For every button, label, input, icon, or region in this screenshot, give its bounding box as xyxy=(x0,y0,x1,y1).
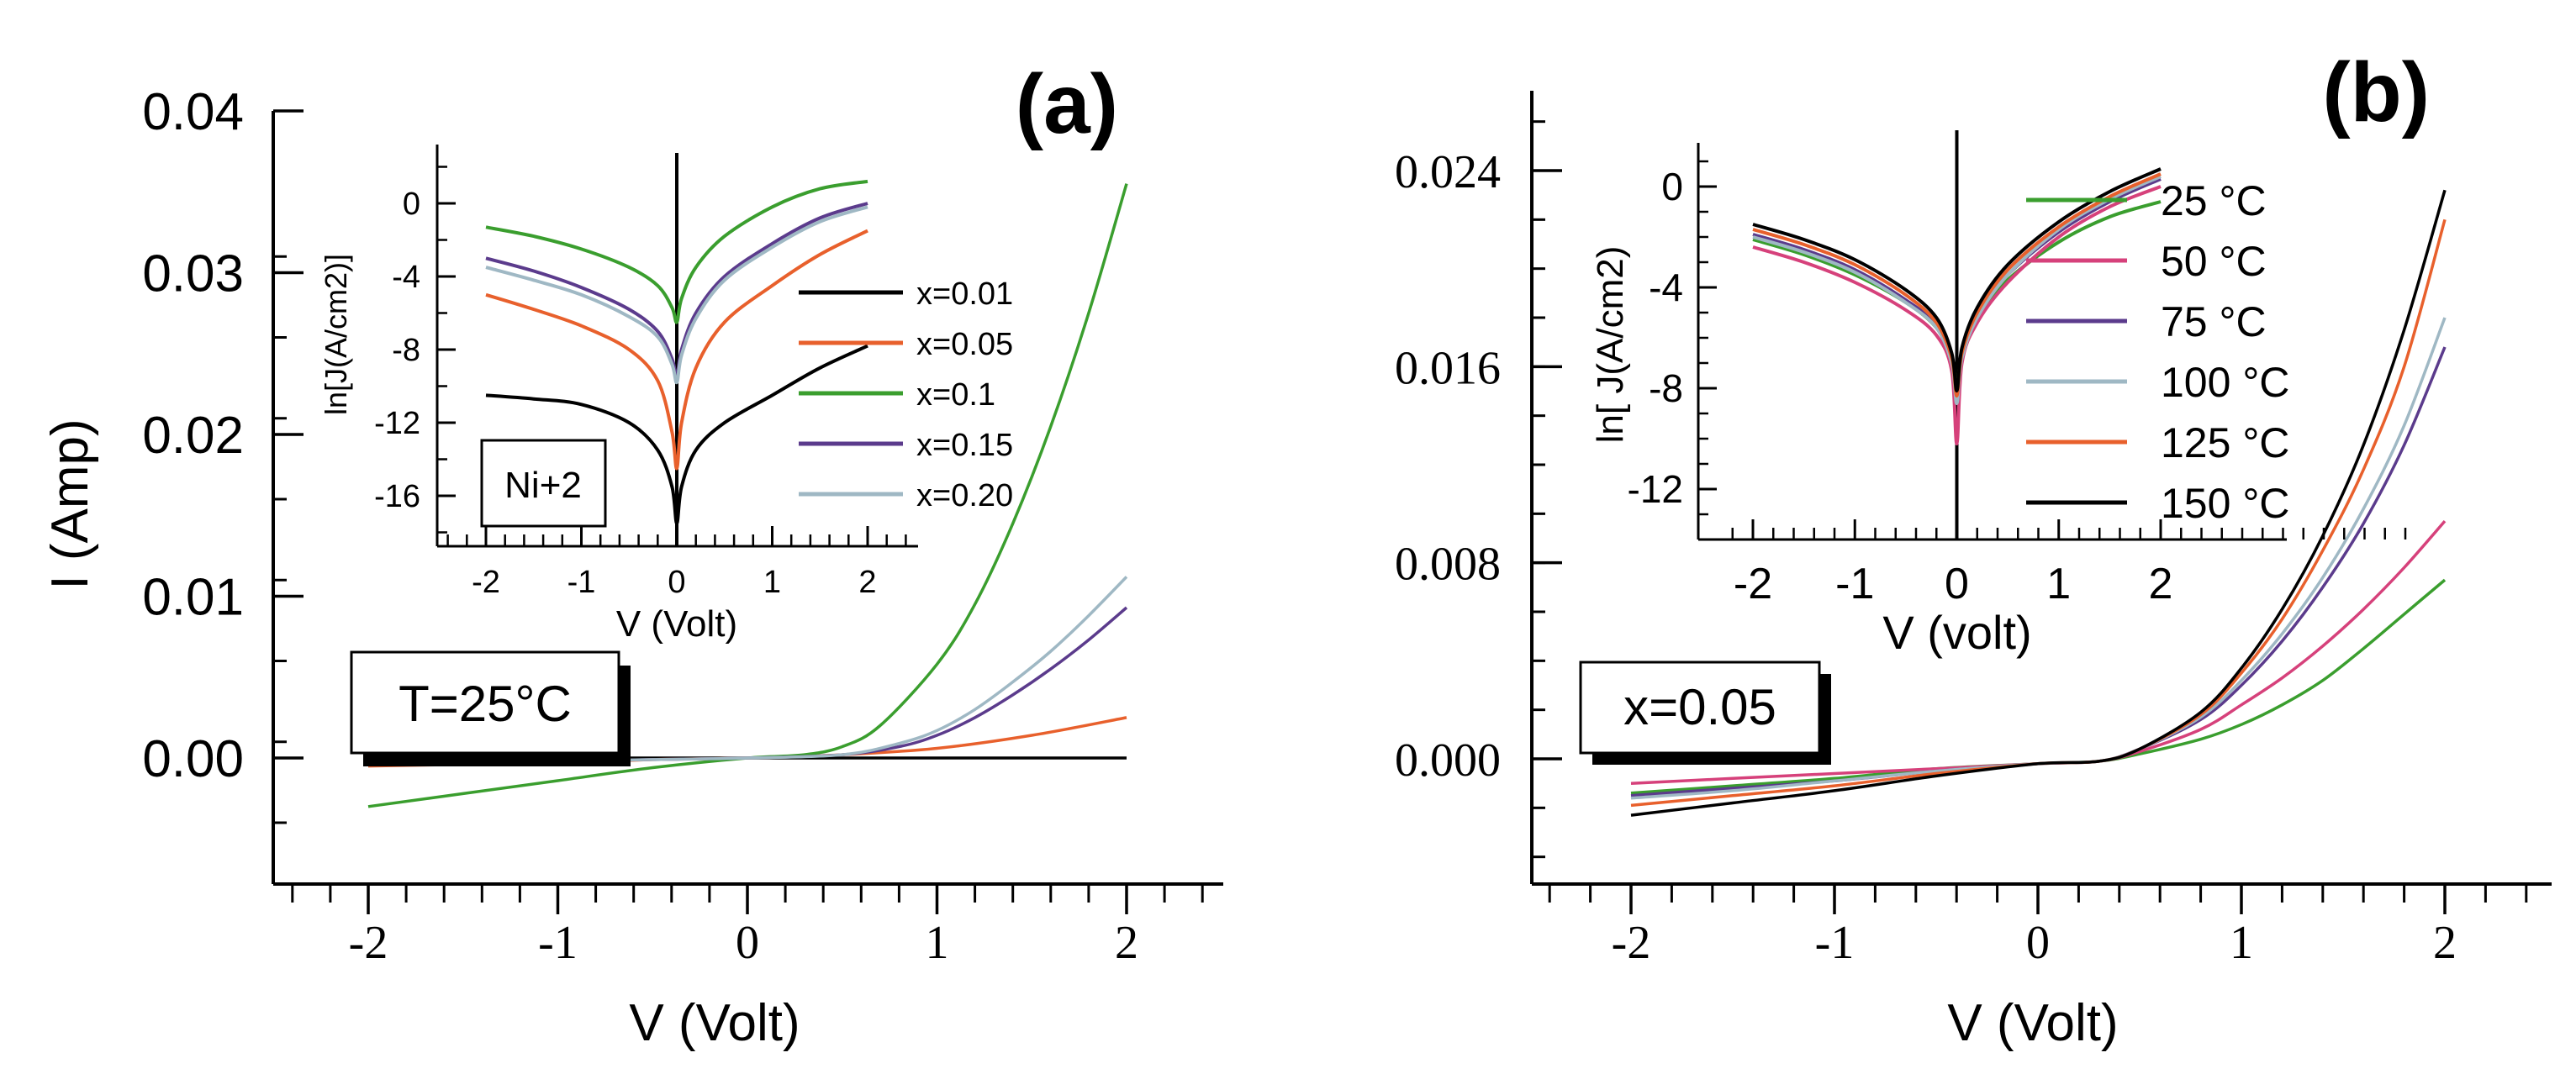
panel-b-inset-x-tick-label: -1 xyxy=(1835,560,1874,608)
panel-b-inset-y-tick-label: 0 xyxy=(1661,165,1683,208)
panel-a-inset-y-tick-label: -12 xyxy=(374,406,420,441)
panel-a-label: (a) xyxy=(1016,57,1118,151)
panel-b-x-tick-label: -2 xyxy=(1612,917,1651,969)
panel-b-x-tick-label: -1 xyxy=(1815,917,1855,969)
panel-b-inset-x-tick-label: -2 xyxy=(1734,560,1772,608)
panel-b-legend-label-3: 100 °C xyxy=(2161,359,2289,406)
panel-a-inset-y-tick-label: -4 xyxy=(392,260,420,295)
panel-b-label: (b) xyxy=(2322,45,2430,139)
panel-b-inset-x-tick-label: 0 xyxy=(1945,560,1969,608)
panel-b-inset-series-3 xyxy=(1752,175,2162,406)
panel-b-legend-label-4: 125 °C xyxy=(2161,419,2289,466)
panel-a-inset-annotation: Ni+2 xyxy=(504,465,582,506)
panel-b-y-tick-label: 0.000 xyxy=(1395,734,1501,787)
panel-b-y-tick-label: 0.016 xyxy=(1395,342,1501,394)
panel-b-legend-label-5: 150 °C xyxy=(2161,480,2289,527)
panel-a-inset-x-tick-label: 2 xyxy=(858,565,876,600)
panel-b-x-tick-label: 1 xyxy=(2230,917,2253,969)
panel-b-legend-label-1: 50 °C xyxy=(2161,238,2267,285)
panel-a-legend-label-3: x=0.15 xyxy=(916,428,1013,463)
panel-a-inset-y-axis-label: ln[J(A/cm2)] xyxy=(319,254,353,415)
panel-a-inset-annotation-box xyxy=(480,439,607,528)
panel-a-inset-x-tick-label: -1 xyxy=(567,565,596,600)
panel-a-annotation: T=25°C xyxy=(399,676,572,732)
panel-b-legend-label-0: 25 °C xyxy=(2161,177,2267,224)
panel-b-inset-x-tick-label: 1 xyxy=(2046,560,2071,608)
panel-b-inset-x-tick-label: 2 xyxy=(2149,560,2173,608)
panel-a-x-tick-label: 2 xyxy=(1115,917,1138,969)
panel-b-inset-y-tick-label: -8 xyxy=(1649,366,1683,410)
panel-b-annotation-box xyxy=(1579,661,1821,755)
panel-b-inset-y-axis-label: ln[ J(A/cm2) xyxy=(1590,246,1631,444)
panel-a-inset-x-tick-label: 0 xyxy=(668,565,685,600)
panel-b-x-axis-label: V (Volt) xyxy=(1947,994,2118,1052)
panel-b-inset: -2 -1 0 1 2 0 -4 -8 -12 V (volt) ln[ J(A/cm2) 25 °C… xyxy=(1590,130,2407,659)
panel-b-inset-x-axis-label: V (volt) xyxy=(1882,606,2031,659)
panel-a-legend-label-1: x=0.05 xyxy=(916,327,1013,362)
panel-a-legend-label-2: x=0.1 xyxy=(916,377,995,413)
panel-a-y-tick-label: 0.02 xyxy=(142,407,244,465)
panel-a-x-tick-label: 0 xyxy=(736,917,759,969)
panel-a-y-axis-label: I (Amp) xyxy=(41,418,99,589)
panel-b-inset-background xyxy=(1698,143,2287,540)
panel-b: -2 -1 0 1 2 0.000 0.008 0.016 0.024 V (Volt) (b) x=… xyxy=(1395,45,2552,1052)
panel-a-inset-x-tick-label: 1 xyxy=(763,565,781,600)
panel-a-x-tick-label: 1 xyxy=(926,917,949,969)
panel-b-inset-y-tick-label: -4 xyxy=(1649,266,1683,309)
panel-a-inset-series-1 xyxy=(485,229,868,471)
panel-a-inset-y-tick-label: 0 xyxy=(403,187,420,222)
panel-b-x-tick-label: 2 xyxy=(2433,917,2457,969)
panel-b-series-5 xyxy=(1630,189,2447,817)
panel-a-inset-x-axis-label: V (Volt) xyxy=(616,603,737,645)
panel-a-x-axis-label: V (Volt) xyxy=(629,994,800,1052)
panel-a-series-2 xyxy=(367,183,1128,808)
panel-b-annotation: x=0.05 xyxy=(1623,679,1776,735)
panel-b-x-tick-label: 0 xyxy=(2026,917,2050,969)
panel-b-series-1 xyxy=(1630,519,2447,785)
panel-a-inset-y-tick-label: -8 xyxy=(392,333,420,368)
panel-a-y-tick-label: 0.01 xyxy=(142,569,244,627)
panel-a-inset-series-4 xyxy=(485,205,868,385)
panel-a-x-tick-label: -1 xyxy=(538,917,578,969)
panel-a-x-tick-label: -2 xyxy=(349,917,388,969)
panel-a-y-tick-label: 0.04 xyxy=(142,83,244,141)
panel-b-y-tick-label: 0.008 xyxy=(1395,539,1501,591)
panel-a-inset-x-tick-label: -2 xyxy=(472,565,500,600)
panel-a-legend-label-4: x=0.20 xyxy=(916,478,1013,513)
panel-b-legend: 25 °C 50 °C 75 °C 100 °C 125 °C 150 °C xyxy=(2026,177,2289,527)
panel-b-inset-series-5 xyxy=(1752,167,2162,393)
panel-b-y-tick-label: 0.024 xyxy=(1395,146,1501,198)
panel-b-inset-y-tick-label: -12 xyxy=(1628,467,1683,511)
panel-a: -2 -1 0 1 2 0.00 0.01 0.02 0.03 0.04 V (Volt) I (Am… xyxy=(41,57,1223,1052)
panel-a-legend: x=0.01 x=0.05 x=0.1 x=0.15 x=0.20 xyxy=(799,276,1013,513)
panel-a-legend-label-0: x=0.01 xyxy=(916,276,1013,312)
panel-b-inset-series-1 xyxy=(1752,185,2162,446)
panel-a-y-tick-label: 0.00 xyxy=(142,730,244,788)
panel-a-annotation-box xyxy=(350,650,620,755)
panel-a-inset-series-0 xyxy=(485,344,868,525)
panel-b-inset-series-4 xyxy=(1752,172,2162,398)
panel-a-y-tick-label: 0.03 xyxy=(142,245,244,303)
panel-b-legend-label-2: 75 °C xyxy=(2161,298,2267,345)
panel-a-inset: -2 -1 0 1 2 0 -4 -8 -12 -16 V (Volt) ln[J(A/cm2)] Ni… xyxy=(319,145,1013,645)
panel-a-inset-y-tick-label: -16 xyxy=(374,479,420,514)
panel-a-inset-series-2 xyxy=(485,179,868,324)
